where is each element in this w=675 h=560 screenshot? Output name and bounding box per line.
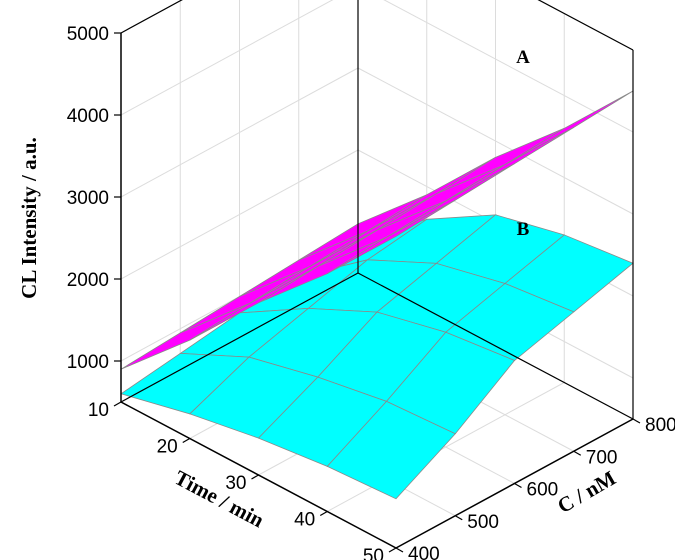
box-edge	[537, 0, 634, 51]
surface-layer	[120, 90, 634, 500]
z-tick-label: 1000	[67, 352, 109, 373]
x-tick-label: 20	[157, 437, 178, 458]
surface-a-cell	[504, 90, 634, 165]
box-edge	[357, 272, 634, 420]
series-label-a: A	[516, 47, 530, 68]
z-tick-label: 2000	[67, 270, 109, 291]
y-tick	[395, 547, 404, 553]
x-tick-label: 40	[294, 510, 315, 531]
z-tick-label: 3000	[67, 188, 109, 209]
x-axis-title: Time / min	[171, 465, 269, 532]
box-edge	[120, 0, 183, 34]
z-axis-title: CL Intensity / a.u.	[17, 137, 41, 299]
x-tick	[319, 510, 328, 517]
y-tick-label: 400	[408, 544, 440, 560]
y-tick-label: 600	[527, 480, 559, 501]
x-tick	[182, 437, 191, 444]
x-tick-label: 10	[88, 400, 109, 421]
surface-a-cell	[445, 127, 575, 202]
y-axis-title: C / nM	[553, 466, 620, 518]
y-tick-label: 700	[586, 447, 618, 468]
y-tick	[454, 515, 463, 521]
axis-layer	[113, 0, 641, 553]
y-tick	[514, 482, 522, 489]
surface-b-cell	[326, 400, 456, 500]
z-tick-label: 5000	[67, 24, 109, 45]
x-tick	[113, 401, 122, 407]
y-tick-label: 500	[467, 512, 499, 533]
y-tick-label: 800	[645, 415, 675, 436]
x-tick	[388, 547, 397, 553]
x-tick	[251, 474, 259, 480]
series-label-b: B	[517, 219, 530, 240]
surface-a-cell	[327, 199, 456, 275]
z-tick-label: 4000	[67, 106, 109, 127]
x-tick-label: 30	[225, 473, 246, 494]
x-tick-label: 50	[363, 546, 384, 560]
y-tick	[632, 418, 641, 424]
y-tick	[573, 450, 582, 456]
surface-a-cell	[436, 127, 565, 195]
box-edge	[120, 272, 359, 403]
